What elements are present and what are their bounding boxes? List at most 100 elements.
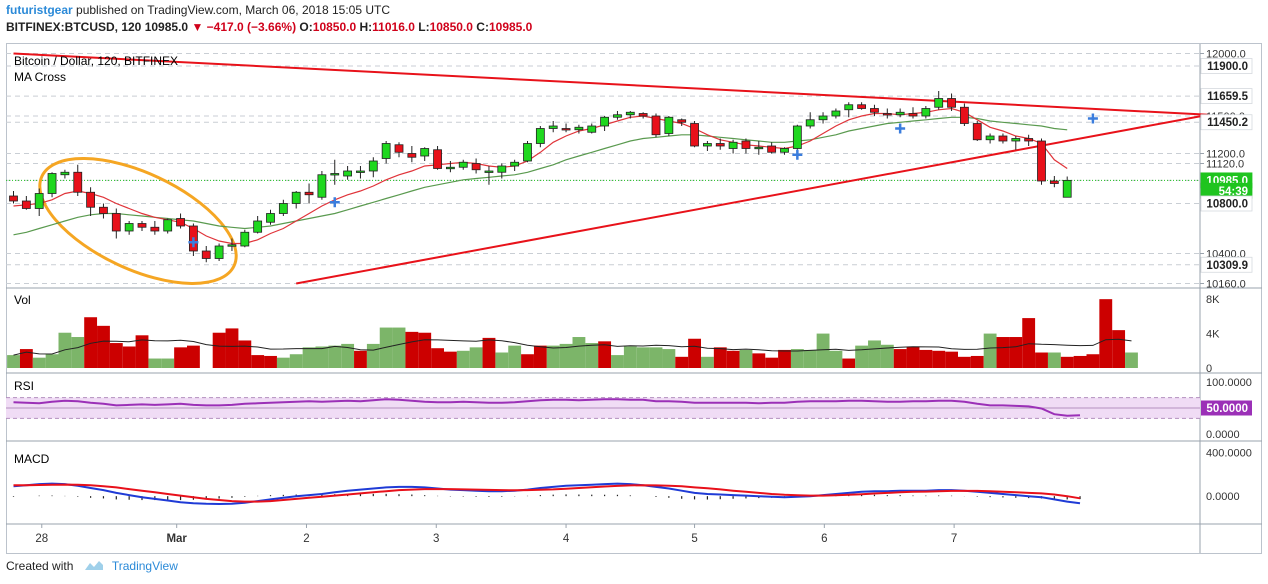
volume-bar: [778, 349, 791, 368]
macd-line: [13, 482, 1081, 506]
candle-body: [124, 223, 134, 232]
volume-bar: [444, 351, 457, 368]
candlesticks: [9, 91, 1072, 263]
candle-body: [831, 110, 841, 117]
price-badge: 10309.9: [1200, 256, 1253, 273]
candle: [214, 243, 224, 261]
created-with-text: Created with: [6, 559, 74, 573]
candle: [163, 218, 173, 234]
candle: [895, 108, 905, 118]
candle: [433, 146, 442, 170]
volume-bar: [1047, 352, 1061, 368]
candle: [240, 229, 250, 248]
ma-cross-marker: [329, 197, 340, 208]
ma-slow-line: [13, 116, 1068, 236]
candle: [638, 112, 648, 119]
candle: [278, 199, 288, 216]
highlight-ellipse-shape[interactable]: [22, 133, 255, 310]
candle-body: [548, 125, 558, 129]
volume-bar: [1099, 299, 1113, 368]
macd-pane-title: MACD: [14, 452, 50, 466]
volume-bars: [7, 299, 1138, 368]
time-tick-label: 5: [691, 533, 697, 545]
candle: [651, 113, 661, 138]
volume-bar: [1009, 337, 1023, 368]
candle: [111, 208, 121, 239]
candle-body: [985, 135, 995, 141]
candle: [972, 121, 982, 141]
volume-bar: [649, 347, 663, 368]
candle: [523, 141, 532, 163]
candle-body: [703, 143, 712, 147]
candle: [343, 166, 353, 180]
candle-body: [137, 223, 147, 228]
tradingview-brand[interactable]: TradingView: [111, 559, 178, 573]
trendline[interactable]: [13, 52, 1209, 116]
tradingview-logo-icon: [83, 559, 105, 574]
volume-bar: [341, 343, 355, 368]
candle-body: [150, 226, 160, 232]
rsi-badge-label: 50.0000: [1206, 403, 1248, 415]
candle: [291, 191, 301, 209]
volume-bar: [598, 341, 612, 368]
candle-body: [998, 135, 1008, 142]
volume-bar: [19, 349, 33, 368]
candle: [201, 246, 211, 263]
candle: [381, 141, 391, 164]
candle: [754, 141, 764, 155]
high-value: 11016.0: [372, 20, 415, 34]
volume-bar: [418, 332, 432, 368]
candle: [124, 221, 134, 235]
rsi-line: [13, 398, 1081, 417]
candle: [21, 196, 31, 210]
trendline[interactable]: [296, 113, 1209, 285]
candle: [831, 108, 841, 119]
publish-header: futuristgear published on TradingView.co…: [6, 3, 390, 17]
volume-bar: [958, 356, 971, 368]
volume-bar: [675, 356, 689, 368]
candle-body: [561, 128, 571, 131]
candle: [484, 166, 494, 185]
indicator-label: MA Cross: [14, 70, 66, 84]
author-name[interactable]: futuristgear: [6, 3, 73, 17]
candle-body: [600, 116, 609, 127]
candle-body: [356, 170, 365, 173]
candle-body: [613, 114, 622, 118]
price-badge: 11450.2: [1200, 114, 1253, 131]
time-tick-label: 3: [433, 533, 439, 545]
candle-body: [21, 200, 31, 209]
volume-bar: [354, 350, 367, 368]
open-value: 10850.0: [312, 20, 357, 34]
candle-body: [870, 108, 879, 113]
candle-body: [728, 141, 738, 149]
rsi-band: [6, 397, 1200, 419]
candle: [998, 133, 1008, 144]
candle: [510, 159, 520, 171]
volume-bar: [251, 355, 265, 368]
candle: [137, 221, 147, 231]
price-badge: 11900.0: [1200, 58, 1253, 74]
price-axis[interactable]: 12000.011500.011200.011120.010400.010160…: [1200, 49, 1253, 291]
volume-bar: [533, 345, 547, 368]
time-axis[interactable]: 28 Mar 2 3 4 5 6 7: [35, 524, 957, 545]
candle: [497, 163, 507, 179]
volume-bar: [328, 345, 342, 368]
candle: [150, 221, 160, 235]
candle: [921, 106, 931, 119]
candle-body: [947, 98, 956, 108]
volume-bar: [572, 337, 586, 368]
candle-body: [625, 111, 635, 116]
volume-bar: [893, 349, 907, 368]
candle: [394, 142, 404, 158]
candle-body: [201, 250, 211, 259]
volume-bar: [276, 357, 290, 368]
volume-bar: [611, 355, 624, 368]
candle: [767, 142, 777, 154]
candle-body: [664, 116, 674, 134]
signal-line: [13, 483, 1081, 503]
volume-bar: [45, 354, 59, 368]
volume-bar: [225, 328, 239, 368]
low-label: L:: [418, 20, 430, 34]
candle: [561, 123, 571, 133]
